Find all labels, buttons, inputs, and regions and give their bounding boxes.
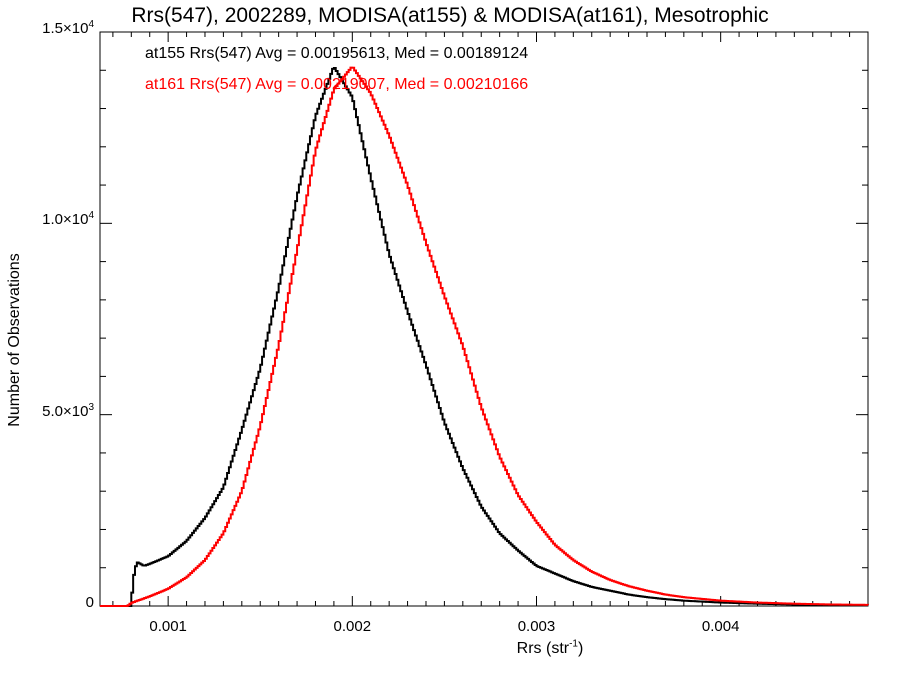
y-tick-mantissa: 0 bbox=[85, 594, 94, 611]
x-tick-label: 0.001 bbox=[149, 618, 187, 635]
x-axis-label-close: ) bbox=[578, 640, 584, 657]
y-tick-mantissa: 1.5×10 bbox=[42, 20, 89, 37]
series-0-line bbox=[100, 66, 868, 607]
series-1-line bbox=[100, 66, 869, 607]
y-tick-label: 0 bbox=[4, 594, 94, 611]
y-tick-exponent: 4 bbox=[88, 210, 94, 222]
y-tick-label: 1.0×104 bbox=[4, 210, 94, 229]
y-tick-exponent: 3 bbox=[88, 401, 94, 413]
plot-frame bbox=[99, 31, 869, 607]
x-axis-label-text: Rrs (str bbox=[516, 640, 570, 657]
y-tick-label: 1.5×104 bbox=[4, 19, 94, 38]
x-tick-label: 0.003 bbox=[517, 618, 556, 635]
y-tick-exponent: 4 bbox=[88, 19, 94, 30]
annotation-at161: at161 Rrs(547) Avg = 0.00219007, Med = 0… bbox=[145, 76, 529, 93]
x-tick-label: 0.002 bbox=[333, 618, 372, 635]
x-tick-label: 0.004 bbox=[701, 618, 740, 635]
x-axis-label-exponent: -1 bbox=[569, 638, 578, 650]
chart-title: Rrs(547), 2002289, MODISA(at155) & MODIS… bbox=[131, 4, 769, 27]
x-axis-label: Rrs (str-1) bbox=[100, 638, 900, 658]
y-tick-mantissa: 1.0×10 bbox=[42, 211, 89, 229]
y-tick-mantissa: 5.0×10 bbox=[42, 402, 89, 420]
y-tick-label: 5.0×103 bbox=[4, 401, 94, 420]
y-axis-label-text: Number of Observations bbox=[6, 253, 23, 427]
annotation-at155: at155 Rrs(547) Avg = 0.00195613, Med = 0… bbox=[145, 45, 529, 62]
